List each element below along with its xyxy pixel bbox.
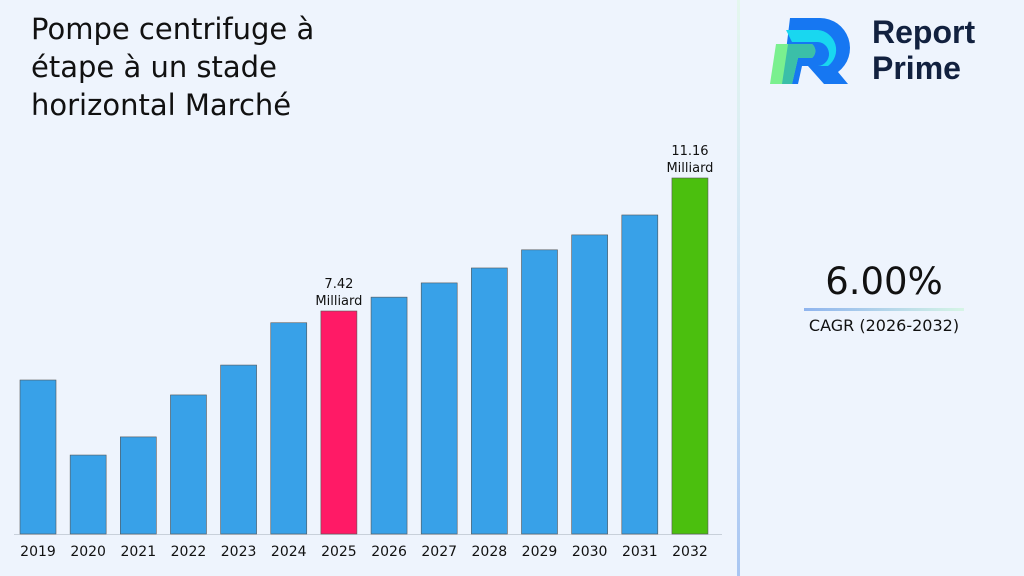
x-tick-label: 2021 [120, 544, 156, 560]
bar-2027 [420, 282, 458, 535]
bar-2029 [521, 249, 558, 535]
bar-2031 [621, 214, 659, 535]
x-tick-label: 2023 [221, 544, 257, 560]
bar-chart: 2019 2020 2021 2022 2023 2024 2025 7.42 Milliard… [14, 144, 722, 560]
bar-2030 [571, 234, 608, 535]
bar-2032 [671, 177, 709, 535]
data-label-value: 7.42 [324, 277, 353, 292]
chart-title: Pompe centrifuge à étape à un stade hori… [31, 12, 315, 122]
x-tick-label: 2026 [371, 544, 407, 560]
logo-text: Report Prime [872, 14, 975, 86]
data-label-unit: Milliard [315, 294, 362, 309]
divider [737, 0, 740, 576]
x-tick-label: 2019 [20, 544, 56, 560]
x-tick-label: 2031 [622, 544, 658, 560]
x-tick-label: 2030 [572, 544, 608, 560]
x-tick-label: 2027 [421, 544, 457, 560]
data-label-unit: Milliard [666, 161, 713, 176]
cagr-label: CAGR (2026-2032) [808, 316, 960, 335]
x-tick-label: 2022 [171, 544, 207, 560]
cagr-underline [804, 308, 964, 311]
bar-2028 [471, 267, 508, 535]
x-tick-label: 2029 [522, 544, 558, 560]
x-tick-label: 2024 [271, 544, 307, 560]
bar-2024 [270, 322, 308, 535]
bar-2023 [220, 364, 257, 535]
bar-2022 [170, 394, 207, 535]
bar-2025 [320, 310, 358, 535]
data-label-value: 11.16 [671, 144, 708, 159]
report-prime-logo-icon [770, 18, 850, 84]
logo-line1: Report [872, 14, 976, 50]
bar-2020 [69, 454, 107, 535]
x-tick-label: 2028 [472, 544, 508, 560]
x-tick-label: 2025 [321, 544, 357, 560]
bar-2019 [19, 379, 57, 535]
x-tick-label: 2020 [70, 544, 106, 560]
logo-line2: Prime [872, 50, 961, 86]
cagr-value: 6.00% [825, 260, 943, 303]
bar-2026 [370, 296, 408, 535]
x-tick-label: 2032 [672, 544, 708, 560]
bar-2021 [120, 436, 157, 535]
